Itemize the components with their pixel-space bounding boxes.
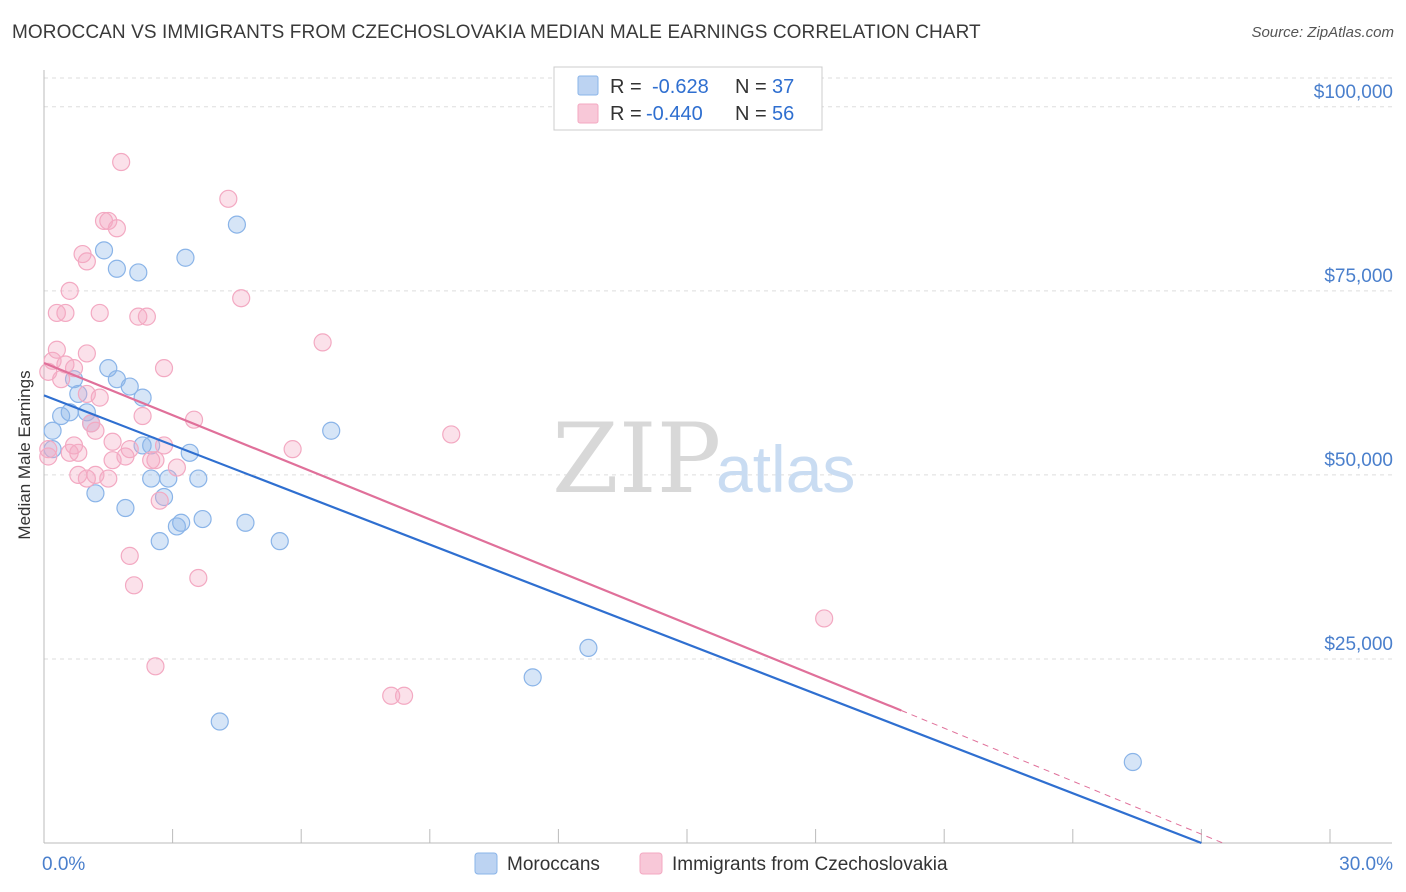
y-tick-label: $75,000 <box>1324 266 1393 287</box>
moroccans-point <box>322 421 341 440</box>
moroccans-point <box>227 215 246 234</box>
chart-title: MOROCCAN VS IMMIGRANTS FROM CZECHOSLOVAK… <box>12 22 981 43</box>
trend-lines <box>43 361 1224 845</box>
czechoslovakia-point <box>394 686 414 705</box>
legend-n-label-1: N = <box>735 76 767 98</box>
czechoslovakia-point <box>150 491 169 510</box>
legend-n-value-1: 37 <box>772 76 794 98</box>
czechoslovakia-point <box>154 359 174 378</box>
czechoslovakia-point <box>382 686 401 705</box>
czechoslovakia-point <box>103 432 122 451</box>
moroccans-point <box>86 484 105 503</box>
czechoslovakia-point <box>77 344 96 363</box>
data-points <box>39 152 1142 772</box>
legend-box: R = -0.628 N = 37 R = -0.440 N = 56 <box>553 66 823 131</box>
czechoslovakia-trend-extension <box>901 710 1224 844</box>
czechoslovakia-point <box>232 289 251 308</box>
czechoslovakia-point <box>815 609 834 628</box>
czechoslovakia-point <box>142 451 161 470</box>
tick-labels: $25,000 $50,000 $75,000 $100,000 0.0% 30.0% <box>42 82 1393 875</box>
bottom-legend-label-czechoslovakia: Immigrants from Czechoslovakia <box>672 854 948 875</box>
chart-source: Source: ZipAtlas.com <box>1251 24 1394 41</box>
moroccans-point <box>210 712 229 731</box>
x-tick-label-max: 30.0% <box>1339 854 1393 875</box>
moroccans-point <box>236 513 255 532</box>
moroccans-point <box>129 263 148 282</box>
czechoslovakia-point <box>219 189 238 208</box>
czechoslovakia-point <box>77 252 96 271</box>
czechoslovakia-point <box>56 303 75 323</box>
moroccans-point <box>270 532 289 551</box>
czechoslovakia-point <box>189 568 208 588</box>
bottom-legend-swatch-moroccans <box>474 852 498 875</box>
moroccans-point <box>1123 752 1142 772</box>
czechoslovakia-point <box>77 469 96 488</box>
moroccans-point <box>176 248 195 267</box>
czechoslovakia-point <box>120 546 139 565</box>
czechoslovakia-point <box>39 440 58 459</box>
czechoslovakia-point <box>60 443 79 462</box>
legend-n-value-2: 56 <box>772 103 794 125</box>
czechoslovakia-point <box>39 447 58 466</box>
moroccans-point <box>116 498 135 518</box>
czechoslovakia-point <box>107 219 126 238</box>
moroccans-point <box>579 638 598 658</box>
czechoslovakia-point <box>99 469 118 488</box>
czechoslovakia-point <box>90 388 109 407</box>
czechoslovakia-point <box>167 458 186 477</box>
moroccans-point <box>107 259 126 278</box>
czechoslovakia-point <box>283 440 302 459</box>
moroccans-point <box>150 532 169 551</box>
moroccans-point <box>172 513 191 532</box>
bottom-legend: Moroccans Immigrants from Czechoslovakia <box>474 852 948 875</box>
czechoslovakia-point <box>133 406 152 426</box>
czechoslovakia-point <box>90 303 109 323</box>
legend-r-value-1: -0.628 <box>652 76 709 98</box>
moroccans-trend-line <box>43 394 1202 845</box>
y-tick-label: $50,000 <box>1324 450 1393 471</box>
moroccans-point <box>120 377 139 396</box>
x-tick-label-min: 0.0% <box>42 854 85 875</box>
czechoslovakia-point <box>120 440 139 459</box>
bottom-legend-label-moroccans: Moroccans <box>507 854 600 875</box>
legend-r-label-2: R = <box>610 103 642 125</box>
czechoslovakia-point <box>146 657 165 676</box>
y-tick-label: $25,000 <box>1324 634 1393 655</box>
czechoslovakia-point <box>86 421 105 440</box>
czechoslovakia-point <box>112 152 131 172</box>
legend-swatch-moroccans <box>577 75 599 96</box>
gridlines <box>44 77 1392 660</box>
czechoslovakia-point <box>137 307 156 326</box>
czechoslovakia-trend-line <box>43 361 902 712</box>
bottom-legend-swatch-czechoslovakia <box>639 852 663 875</box>
czechoslovakia-point <box>442 425 461 444</box>
legend-swatch-czechoslovakia <box>577 103 599 124</box>
moroccans-point <box>142 469 161 488</box>
watermark-zip-text: ZIP <box>552 403 721 515</box>
watermark-atlas-text: atlas <box>716 432 855 506</box>
moroccans-point <box>523 668 542 687</box>
moroccans-point <box>43 421 62 440</box>
moroccans-point <box>94 241 114 260</box>
czechoslovakia-point <box>313 333 332 352</box>
moroccans-point <box>193 509 212 529</box>
legend-frame <box>553 66 823 131</box>
czechoslovakia-point <box>60 281 79 300</box>
moroccans-point <box>189 469 208 488</box>
y-axis-label: Median Male Earnings <box>15 370 34 539</box>
y-tick-label: $100,000 <box>1314 82 1393 103</box>
legend-r-value-2: -0.440 <box>646 103 703 125</box>
czechoslovakia-point <box>47 340 66 359</box>
legend-n-label-2: N = <box>735 103 767 125</box>
legend-r-label-1: R = <box>610 76 642 98</box>
czechoslovakia-point <box>124 576 144 595</box>
watermark: ZIP atlas <box>552 403 855 515</box>
czechoslovakia-point <box>146 451 165 470</box>
